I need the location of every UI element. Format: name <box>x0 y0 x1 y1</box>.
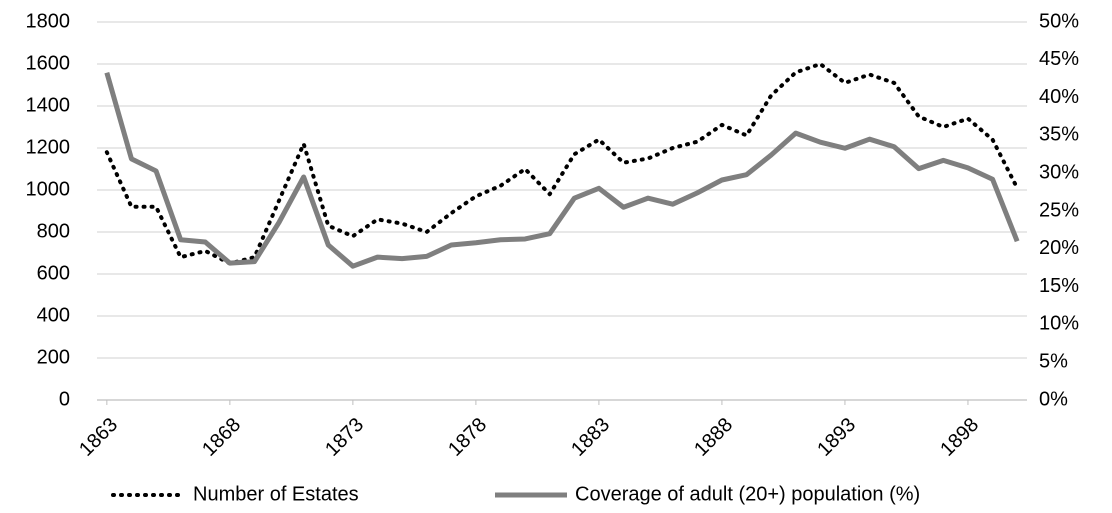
x-tick-label: 1883 <box>567 414 614 461</box>
y-tick-label: 800 <box>37 220 70 242</box>
y-tick-label: 1200 <box>26 136 71 158</box>
y2-tick-label: 20% <box>1039 237 1079 259</box>
y2-tick-label: 40% <box>1039 86 1079 108</box>
x-tick-label: 1878 <box>444 414 491 461</box>
y-tick-label: 1400 <box>26 94 71 116</box>
y2-tick-label: 15% <box>1039 275 1079 297</box>
y2-tick-label: 0% <box>1039 388 1068 410</box>
y-tick-label: 600 <box>37 262 70 284</box>
legend-label: Number of Estates <box>193 483 359 505</box>
x-tick-label: 1868 <box>198 414 245 461</box>
series-line <box>104 71 1020 269</box>
y2-tick-label: 10% <box>1039 313 1079 335</box>
y2-tick-label: 45% <box>1039 48 1079 70</box>
y2-tick-label: 25% <box>1039 199 1079 221</box>
y2-tick-label: 35% <box>1039 124 1079 146</box>
y-tick-label: 1000 <box>26 178 71 200</box>
y-tick-label: 1600 <box>26 52 71 74</box>
x-tick-label: 1893 <box>813 414 860 461</box>
x-tick-label: 1888 <box>690 414 737 461</box>
x-tick-label: 1898 <box>936 414 983 461</box>
y2-tick-label: 5% <box>1039 350 1068 372</box>
y2-tick-label: 50% <box>1039 10 1079 32</box>
y-tick-label: 1800 <box>26 10 71 32</box>
y-tick-label: 0 <box>59 388 70 410</box>
y2-tick-label: 30% <box>1039 161 1079 183</box>
y-tick-label: 400 <box>37 304 70 326</box>
series-line <box>104 62 1020 266</box>
legend-label: Coverage of adult (20+) population (%) <box>575 483 920 505</box>
x-tick-label: 1863 <box>75 414 122 461</box>
y-tick-label: 200 <box>37 346 70 368</box>
x-tick-label: 1873 <box>321 414 368 461</box>
